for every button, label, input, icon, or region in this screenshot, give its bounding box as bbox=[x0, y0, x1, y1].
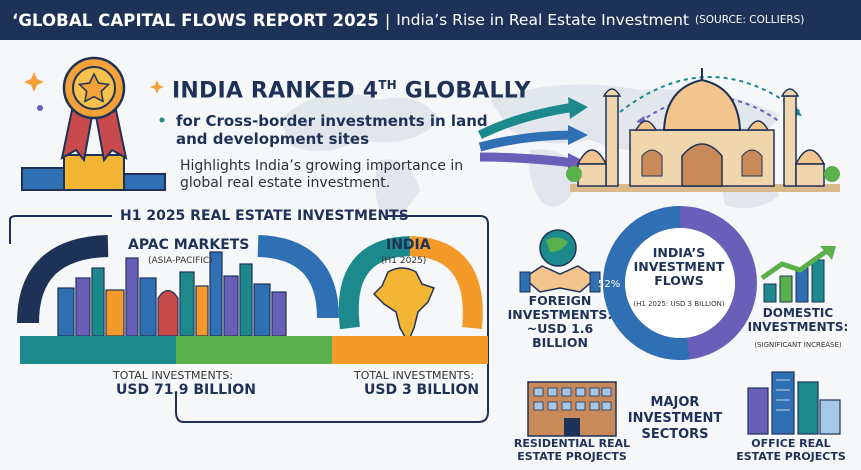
ranking-subline: for Cross-border investments in land and… bbox=[176, 112, 488, 148]
india-map-icon bbox=[332, 236, 488, 364]
apac-subtitle: (ASIA-PACIFIC) bbox=[148, 256, 213, 266]
office-sector-label: OFFICE REAL ESTATE PROJECTS bbox=[736, 437, 846, 463]
donut-center bbox=[625, 228, 735, 338]
domestic-investments-label: DOMESTIC INVESTMENTS: bbox=[747, 306, 849, 334]
ranking-headline: INDIA RANKED 4TH GLOBALLY bbox=[172, 78, 531, 103]
title-separator: | bbox=[384, 10, 391, 30]
india-total-label: TOTAL INVESTMENTS: bbox=[354, 369, 475, 382]
report-subtitle: India’s Rise in Real Estate Investment bbox=[396, 11, 689, 29]
investment-flow-donut bbox=[603, 206, 757, 360]
residential-sector-label: RESIDENTIAL REAL ESTATE PROJECTS bbox=[513, 437, 631, 463]
award-medal-icon bbox=[21, 56, 166, 191]
sectors-title: MAJOR INVESTMENT SECTORS bbox=[627, 395, 723, 442]
report-title: ‘GLOBAL CAPITAL FLOWS REPORT 2025 bbox=[12, 10, 379, 30]
headline-end: GLOBALLY bbox=[396, 78, 531, 104]
flows-subtitle: (H1 2025: USD 3 BILLION) bbox=[633, 300, 725, 308]
importance-highlight: Highlights India’s growing importance in… bbox=[180, 158, 464, 191]
growth-chart-icon bbox=[760, 246, 836, 303]
office-building-icon bbox=[747, 371, 841, 435]
domestic-investments-note: (SIGNIFICANT INCREASE) bbox=[754, 341, 842, 349]
source-note: (SOURCE: COLLIERS) bbox=[694, 14, 805, 26]
headline-ordinal: TH bbox=[378, 78, 397, 92]
donut-foreign-segment bbox=[603, 206, 757, 360]
headline-main: INDIA RANKED 4 bbox=[172, 78, 379, 104]
apac-skyline-icon bbox=[17, 235, 339, 364]
residential-building-icon bbox=[527, 381, 617, 437]
taj-mahal-icon bbox=[566, 68, 840, 192]
india-total-value: USD 3 BILLION bbox=[364, 382, 480, 398]
investments-section-frame bbox=[9, 215, 489, 423]
section-title: H1 2025 REAL ESTATE INVESTMENTS bbox=[120, 208, 409, 224]
flows-title: INDIA’S INVESTMENT FLOWS bbox=[633, 245, 725, 288]
india-title: INDIA bbox=[386, 237, 431, 253]
apac-total-label: TOTAL INVESTMENTS: bbox=[113, 369, 234, 382]
handshake-globe-icon bbox=[519, 229, 601, 293]
foreign-investments-label: FOREIGN INVESTMENTS: ~USD 1.6 BILLION bbox=[507, 293, 613, 350]
india-subtitle: (H1 2025) bbox=[381, 256, 427, 266]
apac-total-value: USD 71.9 BILLION bbox=[116, 382, 256, 398]
apac-title: APAC MARKETS bbox=[128, 237, 250, 253]
header-bar: ‘GLOBAL CAPITAL FLOWS REPORT 2025 | Indi… bbox=[0, 0, 861, 40]
foreign-share-label: 52% bbox=[598, 279, 621, 290]
